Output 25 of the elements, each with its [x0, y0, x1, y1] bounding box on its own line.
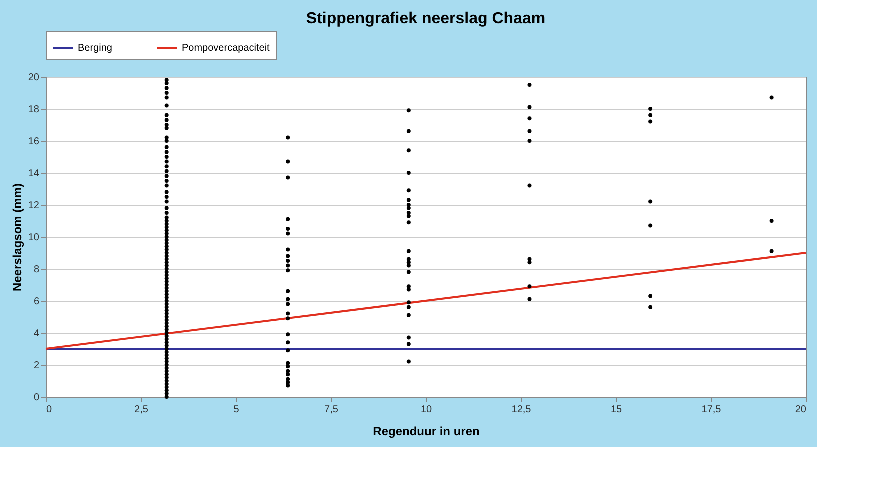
x-tick-label: 7,5 [324, 404, 339, 416]
y-tick-label: 16 [28, 136, 40, 148]
y-tick-label: 2 [34, 360, 40, 372]
x-tick-label: 17,5 [702, 404, 722, 416]
x-tick-label: 15 [610, 404, 622, 416]
y-axis-title: Neerslagsom (mm) [10, 183, 24, 292]
y-tick-label: 18 [28, 104, 40, 116]
chart-title: Stippengrafiek neerslag Chaam [306, 10, 546, 28]
y-tick-label: 14 [28, 168, 40, 180]
legend-label: Pompovercapaciteit [182, 43, 270, 54]
legend-label: Berging [78, 43, 112, 54]
x-tick-label: 2,5 [134, 404, 149, 416]
y-tick-label: 12 [28, 200, 40, 212]
y-tick-label: 20 [28, 72, 40, 84]
x-tick-label: 0 [46, 404, 52, 416]
y-tick-label: 10 [28, 232, 40, 244]
x-tick-label: 5 [234, 404, 240, 416]
x-tick-label: 10 [420, 404, 432, 416]
y-tick-label: 8 [34, 264, 40, 276]
x-tick-label: 12,5 [512, 404, 532, 416]
y-tick-label: 6 [34, 296, 40, 308]
y-tick-label: 0 [34, 392, 40, 404]
x-tick-label: 20 [795, 404, 807, 416]
y-tick-label: 4 [34, 328, 40, 340]
x-axis-title: Regenduur in uren [373, 424, 480, 438]
